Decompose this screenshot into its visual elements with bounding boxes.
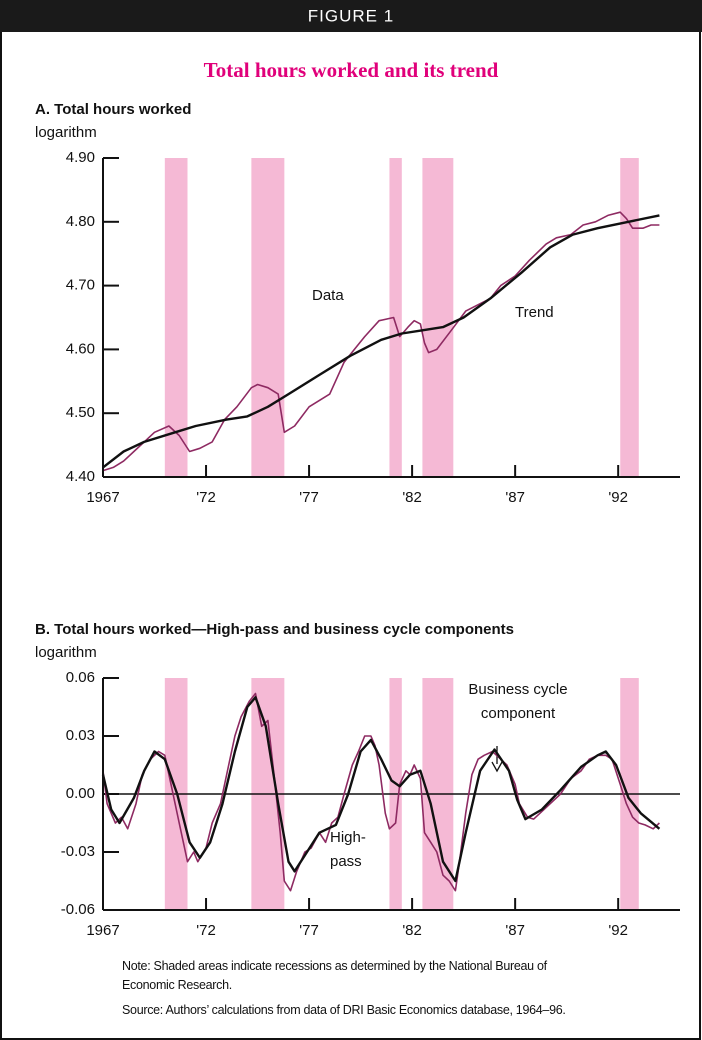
y-tick-label: 4.40 bbox=[66, 468, 95, 485]
y-tick-label: -0.06 bbox=[61, 901, 95, 918]
annotation: Data bbox=[312, 287, 344, 304]
header-bar bbox=[0, 0, 702, 32]
x-tick-label: 1967 bbox=[86, 489, 119, 506]
panel-title: B. Total hours worked—High-pass and busi… bbox=[35, 621, 514, 638]
y-tick-label: 0.03 bbox=[66, 727, 95, 744]
y-tick-label: 0.00 bbox=[66, 785, 95, 802]
panel-title: A. Total hours worked bbox=[35, 101, 191, 118]
recession-shade bbox=[389, 158, 402, 477]
y-tick-label: -0.03 bbox=[61, 843, 95, 860]
x-tick-label: 1967 bbox=[86, 922, 119, 939]
axis-label: logarithm bbox=[35, 124, 97, 141]
recession-shade bbox=[251, 158, 285, 477]
series-line bbox=[102, 211, 660, 472]
y-tick-label: 4.60 bbox=[66, 340, 95, 357]
x-tick-label: '77 bbox=[299, 922, 319, 939]
x-tick-label: '87 bbox=[505, 489, 525, 506]
x-tick-label: '92 bbox=[608, 489, 628, 506]
x-tick-label: '72 bbox=[196, 922, 216, 939]
x-tick-label: '82 bbox=[402, 489, 422, 506]
x-tick-label: '72 bbox=[196, 489, 216, 506]
note: Note: Shaded areas indicate recessions a… bbox=[122, 959, 547, 992]
figure-label: FIGURE 1 bbox=[308, 6, 394, 25]
x-tick-label: '92 bbox=[608, 922, 628, 939]
source: Source: Authors’ calculations from data … bbox=[122, 1003, 566, 1017]
series-line bbox=[101, 696, 661, 883]
series-line bbox=[102, 692, 660, 892]
y-tick-label: 4.80 bbox=[66, 213, 95, 230]
axis-label: logarithm bbox=[35, 644, 97, 661]
y-tick-label: 4.90 bbox=[66, 149, 95, 166]
annotation: Trend bbox=[515, 304, 554, 321]
annotation: Business cycle component bbox=[468, 681, 568, 722]
recession-shade bbox=[620, 158, 639, 477]
figure-title: Total hours worked and its trend bbox=[204, 58, 499, 82]
y-tick-label: 4.70 bbox=[66, 277, 95, 294]
x-tick-label: '77 bbox=[299, 489, 319, 506]
series-line bbox=[102, 214, 660, 469]
annotation: High-pass bbox=[330, 829, 366, 870]
recession-shade bbox=[164, 158, 188, 477]
y-tick-label: 0.06 bbox=[66, 669, 95, 686]
arrow-head bbox=[491, 761, 503, 773]
recession-shade bbox=[422, 158, 454, 477]
x-tick-label: '82 bbox=[402, 922, 422, 939]
x-tick-label: '87 bbox=[505, 922, 525, 939]
y-tick-label: 4.50 bbox=[66, 404, 95, 421]
